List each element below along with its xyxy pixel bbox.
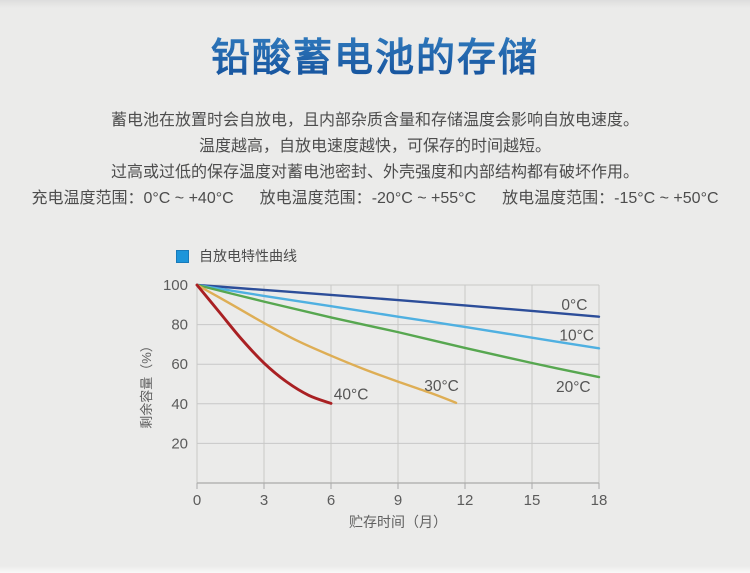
legend-label: 自放电特性曲线 bbox=[199, 248, 297, 264]
x-tick-label: 12 bbox=[457, 492, 474, 509]
series-label-20c: 20°C bbox=[556, 379, 591, 396]
intro-paragraph: 蓄电池在放置时会自放电，且内部杂质含量和存储温度会影响自放电速度。 温度越高，自… bbox=[0, 108, 750, 186]
x-tick-label: 0 bbox=[193, 492, 201, 509]
y-tick-label: 20 bbox=[171, 435, 188, 452]
discharge-range-2-label: 放电温度范围： bbox=[502, 190, 615, 207]
chart-legend: 自放电特性曲线 bbox=[176, 246, 297, 266]
intro-line-1: 蓄电池在放置时会自放电，且内部杂质含量和存储温度会影响自放电速度。 bbox=[110, 112, 639, 129]
x-tick-label: 9 bbox=[394, 492, 402, 509]
x-tick-label: 15 bbox=[524, 492, 541, 509]
chart-series bbox=[195, 283, 601, 405]
series-curve-0c bbox=[195, 283, 601, 318]
charge-temperature-range: 充电温度范围：0°C ~ +40°C bbox=[31, 186, 233, 211]
page-title: 铅酸蓄电池的存储 bbox=[0, 0, 750, 82]
discharge-range-2-value: -15°C ~ +50°C bbox=[614, 190, 719, 207]
series-curve-10c bbox=[195, 283, 601, 350]
series-curve-30c bbox=[195, 283, 458, 405]
series-label-0c: 0°C bbox=[561, 297, 587, 314]
chart-labels: 20 40 60 80 100 0 3 6 9 12 15 18 0°C 10°C 20°C 30°C 40°C bbox=[163, 277, 607, 509]
discharge-temperature-range-2: 放电温度范围：-15°C ~ +50°C bbox=[502, 186, 718, 211]
y-tick-label: 60 bbox=[171, 356, 188, 373]
x-tick-label: 6 bbox=[327, 492, 335, 509]
discharge-range-1-value: -20°C ~ +55°C bbox=[371, 190, 477, 207]
series-label-40c: 40°C bbox=[334, 386, 369, 403]
x-tick-label: 18 bbox=[591, 492, 608, 509]
series-curve-20c bbox=[195, 283, 601, 379]
legend-swatch-icon bbox=[176, 249, 189, 263]
series-label-30c: 30°C bbox=[424, 378, 459, 395]
temperature-ranges-row: 充电温度范围：0°C ~ +40°C 放电温度范围：-20°C ~ +55°C … bbox=[0, 186, 750, 211]
discharge-temperature-range-1: 放电温度范围：-20°C ~ +55°C bbox=[260, 186, 476, 211]
y-axis-title: 剩余容量（%） bbox=[139, 339, 154, 429]
y-tick-label: 80 bbox=[171, 317, 188, 334]
x-tick-label: 3 bbox=[260, 492, 268, 509]
y-tick-label: 100 bbox=[163, 277, 188, 294]
charge-range-value: 0°C ~ +40°C bbox=[143, 190, 234, 207]
discharge-range-1-label: 放电温度范围： bbox=[259, 190, 372, 207]
x-axis-title: 贮存时间（月） bbox=[349, 514, 447, 530]
y-tick-label: 40 bbox=[171, 396, 188, 413]
series-label-10c: 10°C bbox=[559, 327, 594, 344]
series-curve-40c bbox=[195, 283, 333, 405]
intro-line-2: 温度越高，自放电速度越快，可保存的时间越短。 bbox=[198, 138, 551, 155]
charge-range-label: 充电温度范围： bbox=[31, 190, 144, 207]
intro-line-3: 过高或过低的保存温度对蓄电池密封、外壳强度和内部结构都有破坏作用。 bbox=[110, 164, 639, 181]
